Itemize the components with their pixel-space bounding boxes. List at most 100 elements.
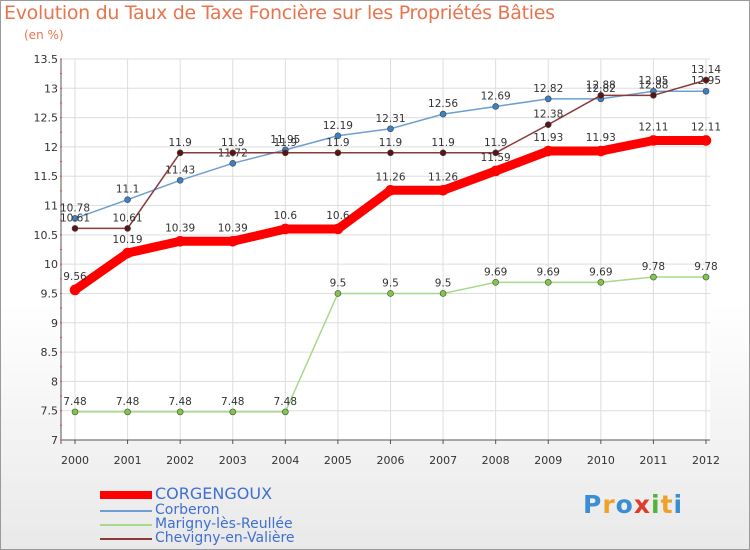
data-point bbox=[334, 149, 342, 157]
data-point bbox=[544, 121, 552, 128]
logo-letter: o bbox=[615, 490, 634, 519]
data-label: 12.88 bbox=[586, 79, 616, 91]
data-point bbox=[174, 235, 186, 247]
legend-label: CORGENGOUX bbox=[155, 484, 273, 503]
data-label: 12.11 bbox=[638, 121, 668, 133]
x-tick-label: 2012 bbox=[692, 454, 720, 467]
data-point bbox=[71, 225, 79, 232]
y-tick-label: 13 bbox=[44, 82, 58, 95]
y-tick-label: 8 bbox=[51, 375, 58, 388]
data-label: 11.9 bbox=[221, 137, 244, 149]
logo-letter: r bbox=[602, 490, 616, 519]
data-label: 10.6 bbox=[326, 210, 350, 222]
data-label: 12.82 bbox=[586, 83, 616, 95]
data-label: 7.48 bbox=[274, 396, 297, 408]
data-point bbox=[492, 279, 499, 286]
data-label: 10.61 bbox=[60, 212, 90, 224]
data-label: 11.95 bbox=[270, 134, 300, 146]
data-point bbox=[702, 87, 710, 95]
data-point bbox=[544, 279, 552, 286]
x-tick-label: 2004 bbox=[271, 454, 299, 467]
legend-swatch bbox=[100, 538, 152, 540]
data-label: 9.69 bbox=[589, 266, 612, 278]
data-label: 9.69 bbox=[484, 266, 507, 278]
data-point bbox=[595, 145, 607, 157]
data-point bbox=[69, 284, 81, 296]
data-point bbox=[71, 215, 79, 222]
data-label: 11.1 bbox=[116, 184, 139, 196]
legend-swatch bbox=[100, 491, 152, 499]
legend-label: Marigny-lès-Reullée bbox=[155, 516, 293, 532]
legend-swatch bbox=[100, 524, 152, 526]
data-label: 7.48 bbox=[63, 396, 86, 408]
x-tick-label: 2000 bbox=[61, 454, 89, 467]
data-label: 11.93 bbox=[533, 132, 563, 144]
data-point bbox=[650, 92, 657, 99]
data-point bbox=[542, 145, 554, 157]
data-point bbox=[490, 165, 501, 177]
data-label: 12.19 bbox=[323, 120, 353, 132]
logo-letter: i bbox=[651, 490, 661, 519]
proxiti-logo: Proxiti bbox=[583, 490, 683, 519]
x-tick-label: 2009 bbox=[534, 454, 562, 467]
data-point bbox=[71, 408, 79, 416]
data-point bbox=[597, 279, 605, 286]
data-point bbox=[492, 103, 499, 110]
x-tick-label: 2010 bbox=[587, 454, 615, 467]
data-label: 10.61 bbox=[113, 212, 143, 224]
data-point bbox=[124, 196, 131, 203]
logo-letter: P bbox=[583, 490, 603, 519]
data-point bbox=[176, 408, 184, 416]
chart-title: Evolution du Taux de Taxe Foncière sur l… bbox=[4, 2, 555, 24]
y-tick-label: 9 bbox=[51, 317, 58, 330]
x-tick-label: 2002 bbox=[166, 454, 194, 467]
data-label: 10.39 bbox=[218, 222, 248, 234]
data-point bbox=[282, 408, 289, 416]
data-label: 11.9 bbox=[168, 137, 191, 149]
y-tick-label: 10 bbox=[44, 258, 58, 271]
data-label: 12.11 bbox=[691, 121, 721, 133]
y-tick-label: 11 bbox=[44, 200, 58, 213]
data-point bbox=[124, 408, 131, 416]
data-label: 10.19 bbox=[113, 234, 143, 246]
data-label: 11.93 bbox=[586, 132, 616, 144]
data-point bbox=[122, 247, 133, 259]
data-label: 10.39 bbox=[165, 222, 195, 234]
y-tick-label: 9.5 bbox=[41, 287, 59, 300]
data-label: 10.6 bbox=[274, 210, 298, 222]
data-point bbox=[544, 95, 552, 103]
data-label: 10.78 bbox=[60, 202, 90, 214]
data-point bbox=[702, 76, 710, 84]
data-point bbox=[492, 149, 499, 157]
data-label: 11.9 bbox=[326, 137, 349, 149]
data-point bbox=[648, 135, 659, 146]
data-label: 12.38 bbox=[533, 109, 563, 121]
legend-label: Chevigny-en-Valière bbox=[155, 530, 295, 546]
x-tick-label: 2008 bbox=[482, 454, 510, 467]
data-point bbox=[176, 177, 184, 184]
data-label: 11.43 bbox=[165, 164, 195, 176]
data-point bbox=[229, 160, 237, 167]
y-tick-label: 8.5 bbox=[41, 346, 59, 359]
x-tick-label: 2007 bbox=[429, 454, 457, 467]
data-point bbox=[334, 132, 342, 140]
legend-swatch bbox=[100, 510, 152, 512]
data-label: 11.26 bbox=[375, 171, 405, 183]
y-tick-label: 12.5 bbox=[34, 112, 59, 125]
data-label: 9.5 bbox=[382, 277, 399, 289]
data-point bbox=[282, 149, 289, 157]
y-tick-label: 7.5 bbox=[41, 405, 59, 418]
data-point bbox=[437, 184, 449, 196]
y-tick-label: 13.5 bbox=[34, 53, 59, 66]
data-point bbox=[280, 223, 291, 235]
data-point bbox=[439, 110, 447, 118]
data-label: 12.82 bbox=[533, 83, 563, 95]
y-tick-label: 11.5 bbox=[34, 170, 59, 183]
data-label: 11.9 bbox=[379, 137, 402, 149]
logo-letter: i bbox=[673, 490, 684, 519]
data-label: 11.59 bbox=[481, 152, 511, 164]
data-label: 12.31 bbox=[375, 113, 405, 125]
data-label: 9.56 bbox=[63, 271, 87, 283]
data-label: 9.78 bbox=[694, 261, 717, 273]
